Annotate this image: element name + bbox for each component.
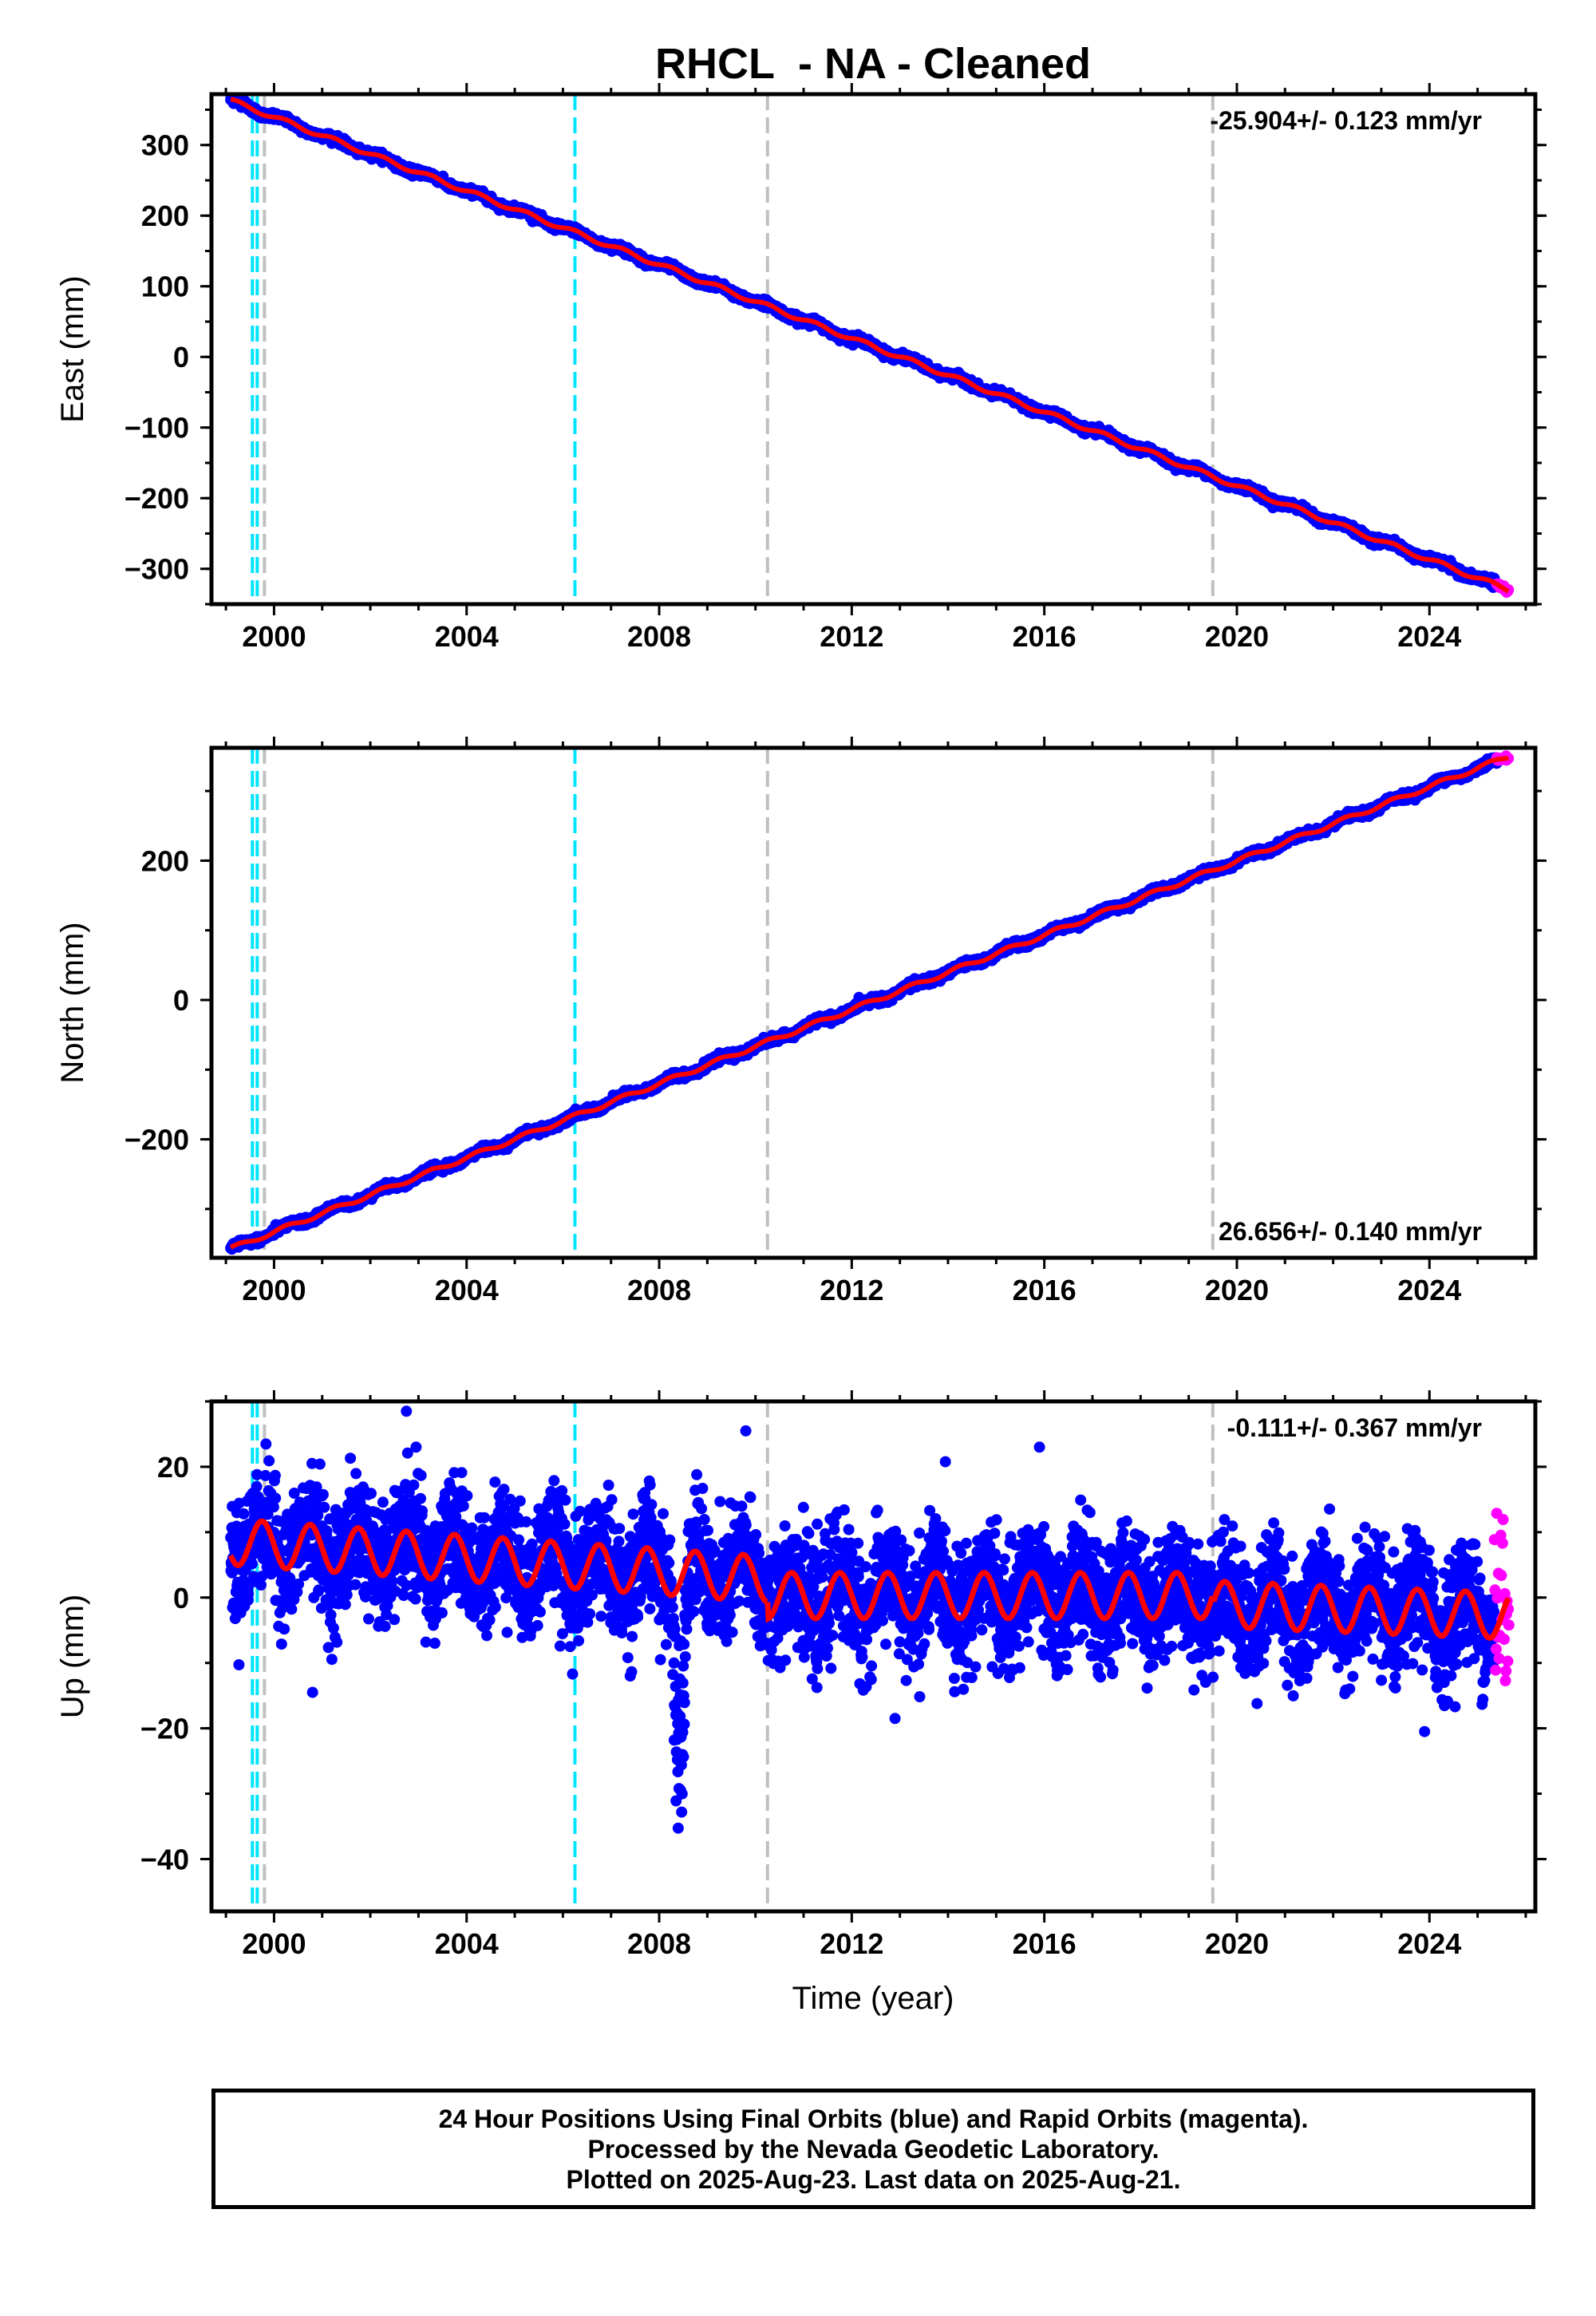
plot-frame-east <box>209 92 1538 607</box>
x-tick-label: 2024 <box>1397 620 1461 653</box>
y-tick-label: 0 <box>173 341 189 373</box>
x-tick-label: 2020 <box>1205 620 1269 653</box>
y-tick-label: 300 <box>141 129 189 162</box>
x-tick-label: 2016 <box>1013 620 1077 653</box>
y-tick-label: 100 <box>141 271 189 303</box>
panel-east: 2000 2004 2008 2012 2016 2020 2024 300 200 100 0 −1… <box>55 83 1547 653</box>
y-tick-label: 200 <box>141 200 189 232</box>
panel-north: 2000 2004 2008 2012 2016 2020 20242000−200Nort… <box>55 737 1547 1306</box>
y-tick-label: −200 <box>124 482 189 515</box>
model-curve-east <box>230 97 1510 594</box>
x-tick-label: 2012 <box>820 620 883 653</box>
y-tick-label: −100 <box>124 412 189 445</box>
panels: 2000 2004 2008 2012 2016 2020 2024 300 200 100 0 −1… <box>55 83 1547 1960</box>
chart-title: RHCL - NA - Cleaned <box>655 40 1091 88</box>
x-tick-label: 2000 <box>242 620 306 653</box>
y-tick-label: −300 <box>124 553 189 586</box>
x-tick-label: 2008 <box>627 620 691 653</box>
x-tick-label: 2004 <box>435 620 499 653</box>
y-axis-label-east: East (mm) <box>55 275 90 422</box>
velocity-annotation-east: -25.904+/- 0.123 mm/yr <box>1210 106 1482 135</box>
